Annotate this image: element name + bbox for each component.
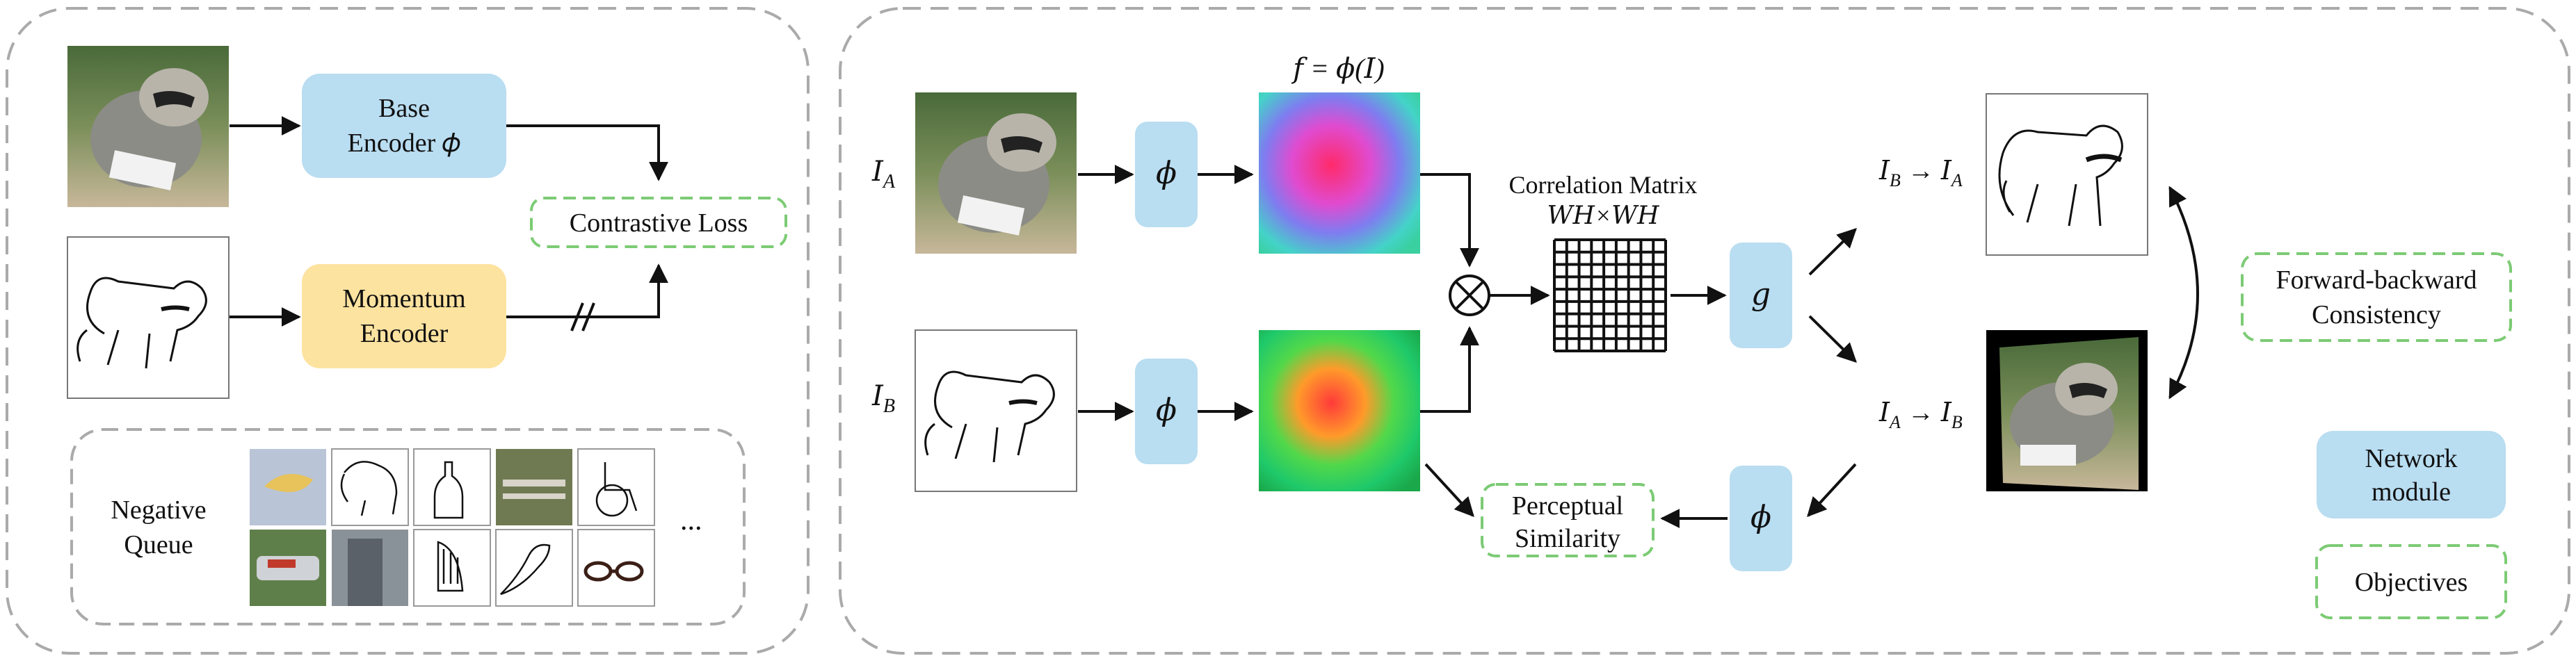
- legend-objectives: [2315, 544, 2507, 619]
- arrow-g-to-b-to-a: [1808, 228, 1857, 276]
- warped-sketch: [1986, 93, 2148, 256]
- phi-perceptual-label: 𝜙: [1750, 500, 1771, 534]
- left-panel: [6, 7, 810, 655]
- feature-label: 𝑓 = 𝜙(𝐼): [1291, 53, 1385, 84]
- arrow-feature-b-to-perceptual: [1424, 463, 1474, 518]
- base-encoder-line2: Encoder 𝜙: [348, 129, 461, 158]
- right-panel: [839, 7, 2570, 655]
- input-a-label: 𝐼A: [871, 156, 896, 193]
- forward-backward-line2: Consistency: [2312, 300, 2441, 329]
- contrastive-loss-box: [530, 197, 787, 248]
- arrow-momentum-to-loss: [506, 263, 668, 318]
- correlation-dims: 𝑊𝐻×𝑊𝐻: [1547, 202, 1659, 229]
- eyeglasses-photo: [577, 529, 655, 607]
- bottle-sketch: [413, 448, 491, 526]
- skyscraper-photo: [332, 530, 408, 606]
- phi-box-b: [1135, 359, 1198, 464]
- correlation-title: Correlation Matrix: [1509, 171, 1698, 199]
- correlation-matrix-grid: [1553, 238, 1667, 352]
- wheelchair-sketch: [577, 448, 655, 526]
- forward-backward-line1: Forward-backward: [2276, 265, 2477, 295]
- legend-objectives-label: Objectives: [2355, 568, 2468, 597]
- perceptual-line1: Perceptual: [1512, 491, 1623, 521]
- arrow-warped-to-phi: [1807, 463, 1857, 518]
- legend-network-line2: module: [2372, 477, 2451, 507]
- momentum-encoder-box: [302, 264, 506, 368]
- bench-photo: [496, 449, 572, 525]
- g-label: 𝑔: [1751, 277, 1771, 311]
- g-box: [1730, 243, 1792, 348]
- arrow-feature-b-to-otimes: [1420, 326, 1479, 413]
- negative-queue-line2: Queue: [124, 530, 193, 559]
- negative-queue-panel: [70, 428, 746, 625]
- otimes-cross-b: [1454, 280, 1485, 311]
- raccoon-sketch: [67, 236, 230, 399]
- negative-queue-ellipsis: ...: [680, 505, 702, 537]
- perceptual-similarity-box: [1481, 483, 1655, 557]
- phi-box-a: [1135, 122, 1198, 227]
- harp-sketch: [413, 529, 491, 607]
- contrastive-loss-label: Contrastive Loss: [570, 208, 748, 238]
- bear-sketch: [331, 448, 409, 526]
- feature-map-b: [1259, 330, 1420, 491]
- base-encoder-line1: Base: [378, 94, 430, 123]
- raccoon-photo: [67, 46, 229, 207]
- legend-network-module: [2317, 431, 2506, 518]
- feature-map-a: [1259, 92, 1420, 254]
- arrow-feature-a-to-otimes: [1420, 173, 1479, 268]
- arrow-g-to-a-to-b: [1808, 315, 1857, 363]
- input-b-label: 𝐼B: [871, 380, 895, 417]
- phi-b-label: 𝜙: [1156, 393, 1177, 427]
- base-encoder-box: [302, 74, 506, 178]
- input-b-sketch: [915, 329, 1077, 492]
- phi-a-label: 𝜙: [1156, 156, 1177, 190]
- warped-photo: [1986, 330, 2148, 491]
- a-to-b-label: 𝐼A → 𝐼B: [1878, 398, 1963, 432]
- arrow-base-to-loss: [506, 124, 668, 181]
- phi-box-perceptual: [1730, 466, 1792, 571]
- stop-gradient-mark: [570, 302, 595, 332]
- race-car-photo: [250, 530, 326, 606]
- b-to-a-label: 𝐼B → 𝐼A: [1878, 156, 1963, 190]
- perceptual-line2: Similarity: [1515, 524, 1620, 553]
- parrot-sketch: [495, 529, 573, 607]
- consistency-double-arrow: [2168, 186, 2199, 400]
- momentum-encoder-line1: Momentum: [342, 284, 465, 313]
- forward-backward-box: [2241, 252, 2512, 342]
- bananas-photo: [250, 449, 326, 525]
- legend-network-line1: Network: [2365, 444, 2458, 473]
- momentum-encoder-line2: Encoder: [360, 319, 449, 348]
- input-a-photo: [915, 92, 1077, 254]
- negative-queue-line1: Negative: [111, 496, 206, 525]
